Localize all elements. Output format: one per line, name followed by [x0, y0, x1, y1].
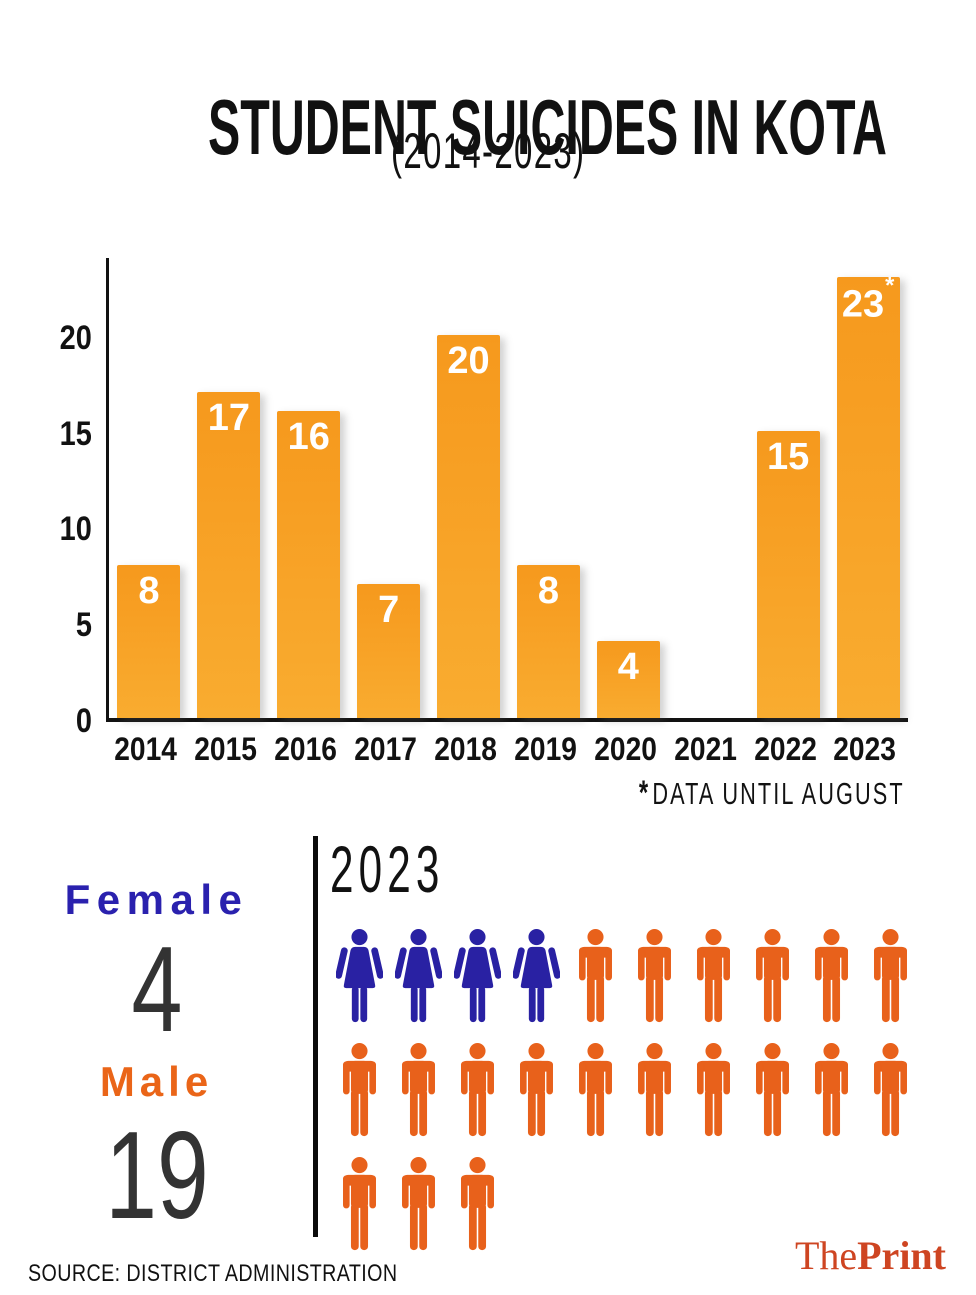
y-axis: 0 5 10 15 20: [59, 318, 92, 740]
x-axis-label-2020: 2020: [594, 731, 657, 767]
male-count: 19: [104, 1107, 209, 1245]
male-person-icon: [684, 1042, 743, 1140]
x-axis-label-2019: 2019: [514, 731, 577, 767]
pictogram-panel: 2023: [330, 832, 970, 1251]
bar-chart-plot-area: 8 17 16 7 20 8 4 15 23*: [106, 258, 908, 722]
male-person-icon: [330, 1042, 389, 1140]
chart-footnote: * DATA UNTIL AUGUST: [639, 774, 905, 812]
male-person-icon: [507, 1042, 566, 1140]
male-person-icon: [802, 928, 861, 1026]
male-person-icon: [389, 1156, 448, 1254]
male-person-icon: [566, 1042, 625, 1140]
male-person-icon: [802, 1042, 861, 1140]
female-person-icon: [330, 928, 389, 1026]
section-divider: [313, 836, 318, 1237]
asterisk-marker: *: [639, 774, 649, 812]
bar-value-label: 7: [378, 588, 400, 631]
x-axis-label-2021: 2021: [673, 731, 737, 767]
pictogram-year-heading: 2023: [330, 832, 445, 906]
x-axis-label-2016: 2016: [274, 731, 338, 767]
x-axis: 2014 2015 2016 2017 2018 2019 2020 2021 2022 2023: [106, 731, 905, 771]
bar-value-label: 15: [767, 435, 810, 478]
male-person-icon: [625, 928, 684, 1026]
bar-2017: 7: [357, 583, 421, 718]
male-person-icon: [330, 1156, 389, 1254]
bar-2019: 8: [516, 564, 580, 718]
bar-2020: 4: [596, 641, 660, 718]
x-axis-label-2018: 2018: [434, 731, 497, 767]
bar-value-label: 4: [617, 646, 639, 689]
bar-2016: 16: [277, 411, 341, 718]
x-axis-label-2014: 2014: [114, 731, 178, 767]
bar-value-label: 20: [447, 339, 490, 382]
bar-2022: 15: [756, 430, 820, 718]
x-axis-label-2015: 2015: [194, 731, 258, 767]
male-person-icon: [625, 1042, 684, 1140]
bar-2018: 20: [437, 334, 501, 718]
bar-2023: 23*: [836, 272, 900, 718]
x-axis-label-2022: 2022: [753, 731, 817, 767]
female-count: 4: [131, 921, 182, 1057]
male-person-icon: [861, 928, 920, 1026]
male-person-icon: [684, 928, 743, 1026]
bar-2015: 17: [197, 392, 261, 718]
male-person-icon: [743, 928, 802, 1026]
x-axis-label-2023: 2023: [833, 731, 897, 767]
male-label: Male: [99, 1058, 214, 1105]
asterisk-marker: *: [885, 272, 895, 299]
x-axis-label-2017: 2017: [354, 731, 417, 767]
bar-2014: 8: [117, 564, 181, 718]
male-person-icon: [448, 1042, 507, 1140]
bar-value-label: 8: [537, 569, 559, 612]
male-person-icon: [566, 928, 625, 1026]
pictogram-grid: [330, 928, 925, 1254]
bar-value-label: 23*: [841, 272, 895, 326]
female-label: Female: [64, 876, 249, 923]
male-person-icon: [743, 1042, 802, 1140]
male-person-icon: [861, 1042, 920, 1140]
theprint-logo: ThePrint: [794, 1233, 946, 1278]
page-subtitle: (2014-2023): [390, 123, 586, 179]
male-person-icon: [448, 1156, 507, 1254]
bar-value-label: 8: [138, 569, 160, 612]
bar-value-label: 17: [207, 397, 250, 440]
source-credit: SOURCE: DISTRICT ADMINISTRATION: [28, 1260, 398, 1287]
female-person-icon: [389, 928, 448, 1026]
page-title: STUDENT SUICIDES IN KOTA: [208, 83, 887, 172]
bar-value-label: 16: [287, 416, 330, 459]
female-person-icon: [448, 928, 507, 1026]
female-person-icon: [507, 928, 566, 1026]
male-person-icon: [389, 1042, 448, 1140]
